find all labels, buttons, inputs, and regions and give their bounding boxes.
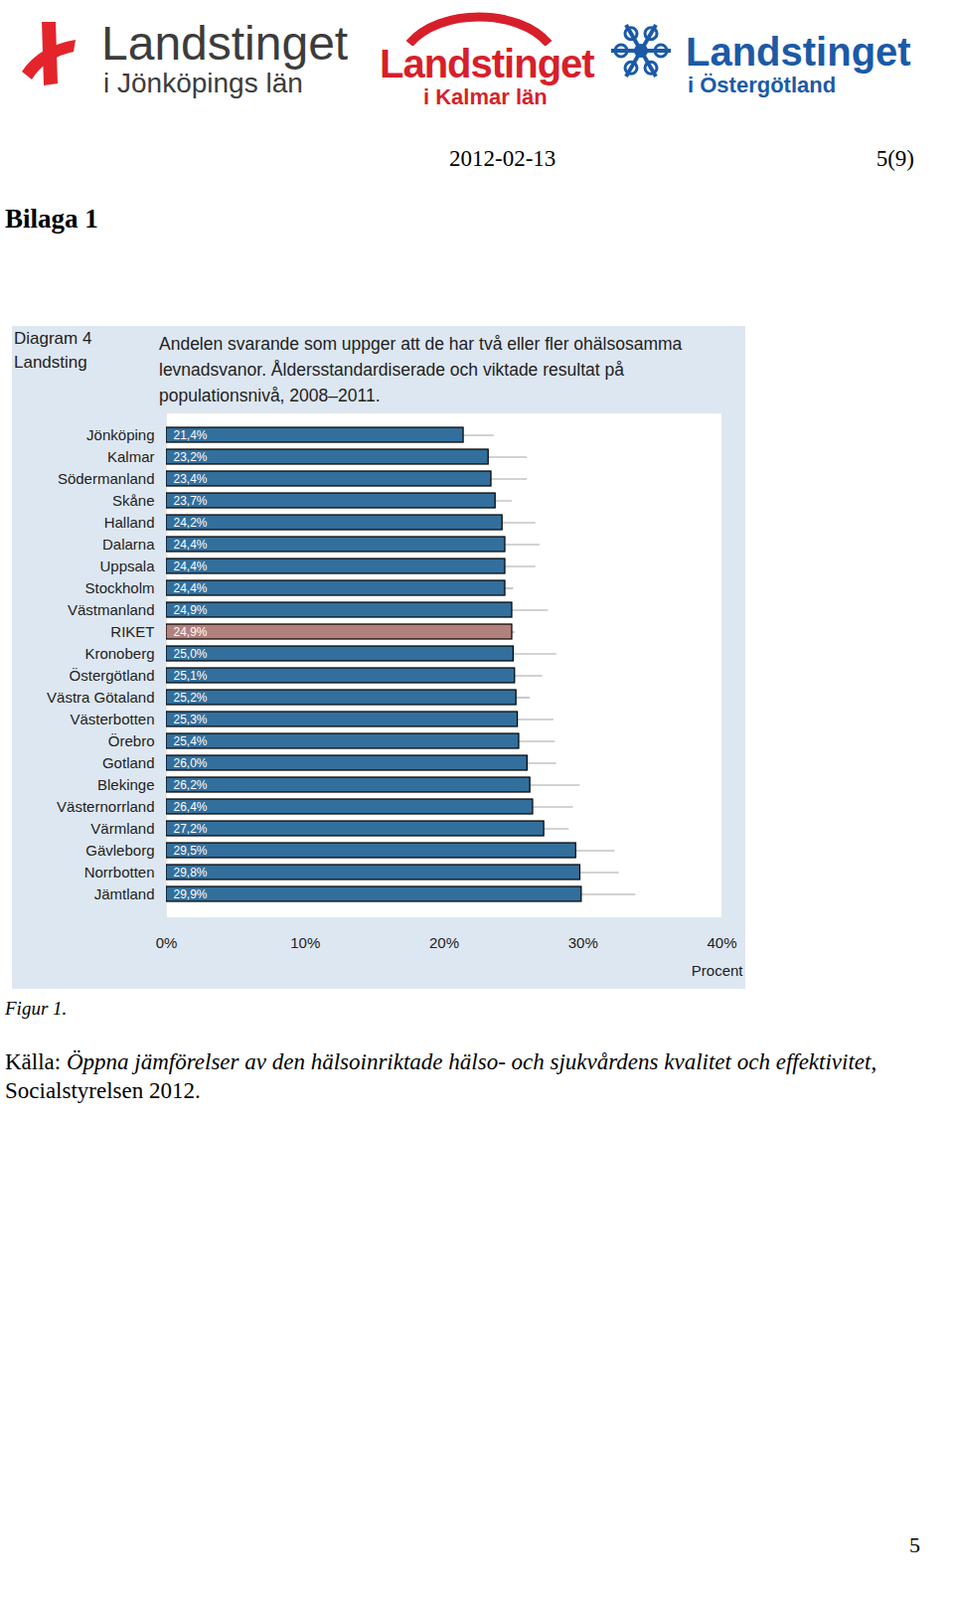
svg-text:40%: 40%: [706, 934, 737, 952]
svg-text:25,2%: 25,2%: [173, 690, 208, 705]
html-text:Landstinget: Landstinget: [685, 29, 911, 74]
svg-text:Norrbotten: Norrbotten: [84, 863, 156, 881]
html-text:i Östergötland: i Östergötland: [687, 72, 836, 98]
svg-text:23,7%: 23,7%: [173, 493, 208, 508]
svg-text:24,4%: 24,4%: [173, 559, 208, 574]
svg-text:24,2%: 24,2%: [173, 515, 208, 530]
svg-text:29,5%: 29,5%: [173, 843, 208, 858]
svg-text:25,1%: 25,1%: [173, 668, 208, 683]
html-text:Figur 1.: Figur 1.: [4, 997, 67, 1019]
html-text:Andelen svarande som uppger at: Andelen svarande som uppger att de har t…: [159, 333, 683, 406]
svg-text:23,4%: 23,4%: [173, 472, 208, 486]
svg-text:24,9%: 24,9%: [173, 603, 208, 618]
svg-text:24,4%: 24,4%: [173, 581, 208, 596]
svg-text:Skåne: Skåne: [112, 491, 156, 509]
svg-text:25,0%: 25,0%: [173, 646, 208, 661]
svg-text:26,4%: 26,4%: [173, 799, 208, 814]
svg-text:Gävleborg: Gävleborg: [85, 841, 155, 859]
svg-text:Blekinge: Blekinge: [97, 776, 156, 794]
svg-text:21,4%: 21,4%: [173, 428, 208, 443]
svg-text:Västmanland: Västmanland: [67, 601, 156, 619]
svg-text:Västerbotten: Västerbotten: [69, 710, 155, 728]
svg-text:0%: 0%: [156, 934, 178, 952]
svg-text:Gotland: Gotland: [102, 754, 156, 772]
svg-text:RIKET: RIKET: [110, 623, 155, 640]
svg-text:Kronoberg: Kronoberg: [84, 644, 155, 662]
svg-text:Värmland: Värmland: [90, 819, 155, 837]
svg-text:Jönköping: Jönköping: [86, 426, 155, 444]
svg-text:Östergötland: Östergötland: [69, 666, 156, 684]
html-text:i Jönköpings län: i Jönköpings län: [103, 67, 303, 99]
svg-text:Södermanland: Södermanland: [57, 470, 156, 487]
html-text:Källa: Öppna jämförelser av de: Källa: Öppna jämförelser av den hälsoinr…: [4, 1049, 877, 1104]
svg-text:25,4%: 25,4%: [173, 734, 208, 749]
svg-text:Stockholm: Stockholm: [84, 579, 155, 597]
svg-text:29,9%: 29,9%: [173, 887, 208, 902]
svg-text:29,8%: 29,8%: [173, 865, 208, 880]
svg-text:24,9%: 24,9%: [173, 625, 208, 639]
html-text:5(9): 5(9): [876, 146, 915, 171]
svg-text:20%: 20%: [429, 934, 460, 952]
html-text:Landsting: Landsting: [13, 352, 88, 372]
html-text:Diagram 4: Diagram 4: [13, 328, 92, 348]
svg-text:26,0%: 26,0%: [173, 756, 208, 771]
html-text:Bilaga 1: Bilaga 1: [4, 203, 99, 234]
html-text:Landstinget: Landstinget: [101, 16, 349, 70]
svg-text:Örebro: Örebro: [108, 732, 156, 750]
html-text:Landstinget: Landstinget: [379, 41, 594, 86]
svg-text:30%: 30%: [568, 934, 599, 952]
svg-text:Procent: Procent: [691, 961, 745, 979]
html-text:2012-02-13: 2012-02-13: [449, 146, 556, 171]
svg-text:Västra Götaland: Västra Götaland: [46, 688, 155, 706]
svg-text:Dalarna: Dalarna: [102, 535, 156, 553]
svg-text:26,2%: 26,2%: [173, 778, 208, 793]
html-text:i Kalmar län: i Kalmar län: [423, 84, 548, 110]
svg-text:Halland: Halland: [104, 513, 156, 531]
svg-text:Uppsala: Uppsala: [99, 557, 156, 575]
svg-text:Kalmar: Kalmar: [107, 448, 156, 466]
svg-text:24,4%: 24,4%: [173, 537, 208, 552]
svg-text:Jämtland: Jämtland: [94, 885, 156, 903]
svg-text:27,2%: 27,2%: [173, 821, 208, 836]
html-text:5: 5: [909, 1532, 921, 1558]
svg-text:25,3%: 25,3%: [173, 712, 208, 727]
svg-text:10%: 10%: [290, 934, 320, 952]
svg-text:Västernorrland: Västernorrland: [56, 797, 155, 815]
svg-text:23,2%: 23,2%: [173, 450, 208, 465]
